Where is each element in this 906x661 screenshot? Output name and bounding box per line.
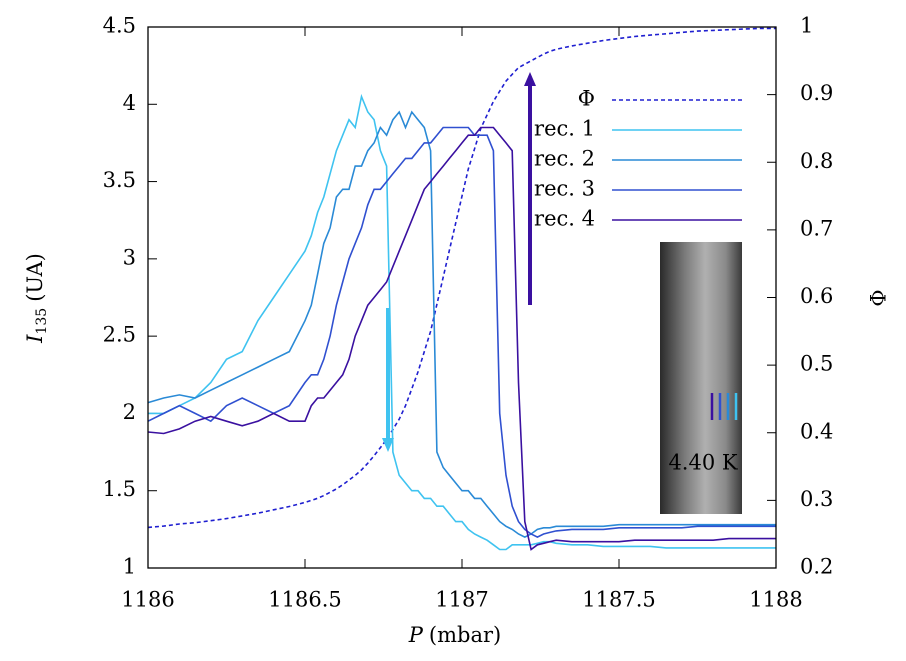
y-axis-label: I135 (UA) [23,253,51,344]
data-line [148,93,776,551]
data-line [147,110,776,538]
data-line [147,126,776,538]
y-tick-label: 3 [123,245,136,269]
x-axis-label: P (mbar) [408,623,501,647]
inset-image [660,242,742,514]
arrow-head [524,72,536,86]
legend-label: Φ [578,87,595,111]
y-tick-label: 2 [123,400,136,424]
legend-label: rec. 4 [534,207,595,231]
legend-label: rec. 1 [534,117,595,141]
y-label-unit: (UA) [23,253,47,302]
inset-marks [710,393,738,420]
y-tick-label: 4.5 [103,14,136,38]
data-line [147,126,776,551]
x-tick-label: 1186.5 [268,588,341,612]
y2-tick-label: 0.8 [800,149,833,173]
x-label-symbol: P [408,623,424,647]
y2-tick-label: 0.7 [800,216,833,240]
y2-tick-label: 0.5 [800,352,833,376]
y-label-symbol: I [23,334,47,344]
data-line [147,27,776,529]
x-tick-label: 1188 [749,588,802,612]
x-tick-label: 1187 [435,588,488,612]
arrow-head [382,438,394,452]
x-tick-label: 1186 [121,588,174,612]
x-tick-label: 1187.5 [582,588,655,612]
y2-tick-label: 0.9 [800,81,833,105]
plot-frame [147,26,777,569]
legend-label: rec. 2 [534,147,595,171]
inset-label: 4.40 K [668,451,737,475]
y-label-subscript: 135 [34,308,50,335]
y2-tick-label: 0.4 [800,419,833,443]
legend-label: rec. 3 [534,177,595,201]
y2-tick-label: 0.2 [800,555,833,579]
y-tick-label: 3.5 [103,168,136,192]
y-tick-label: 4 [123,91,136,115]
y-tick-label: 1.5 [103,477,136,501]
y2-tick-label: 0.6 [800,284,833,308]
y-tick-label: 1 [123,555,136,579]
y2-tick-label: 1 [800,14,813,38]
y2-tick-label: 0.3 [800,487,833,511]
y-tick-label: 2.5 [103,323,136,347]
y2-axis-label: Φ [867,289,891,306]
x-label-unit: (mbar) [429,623,501,647]
